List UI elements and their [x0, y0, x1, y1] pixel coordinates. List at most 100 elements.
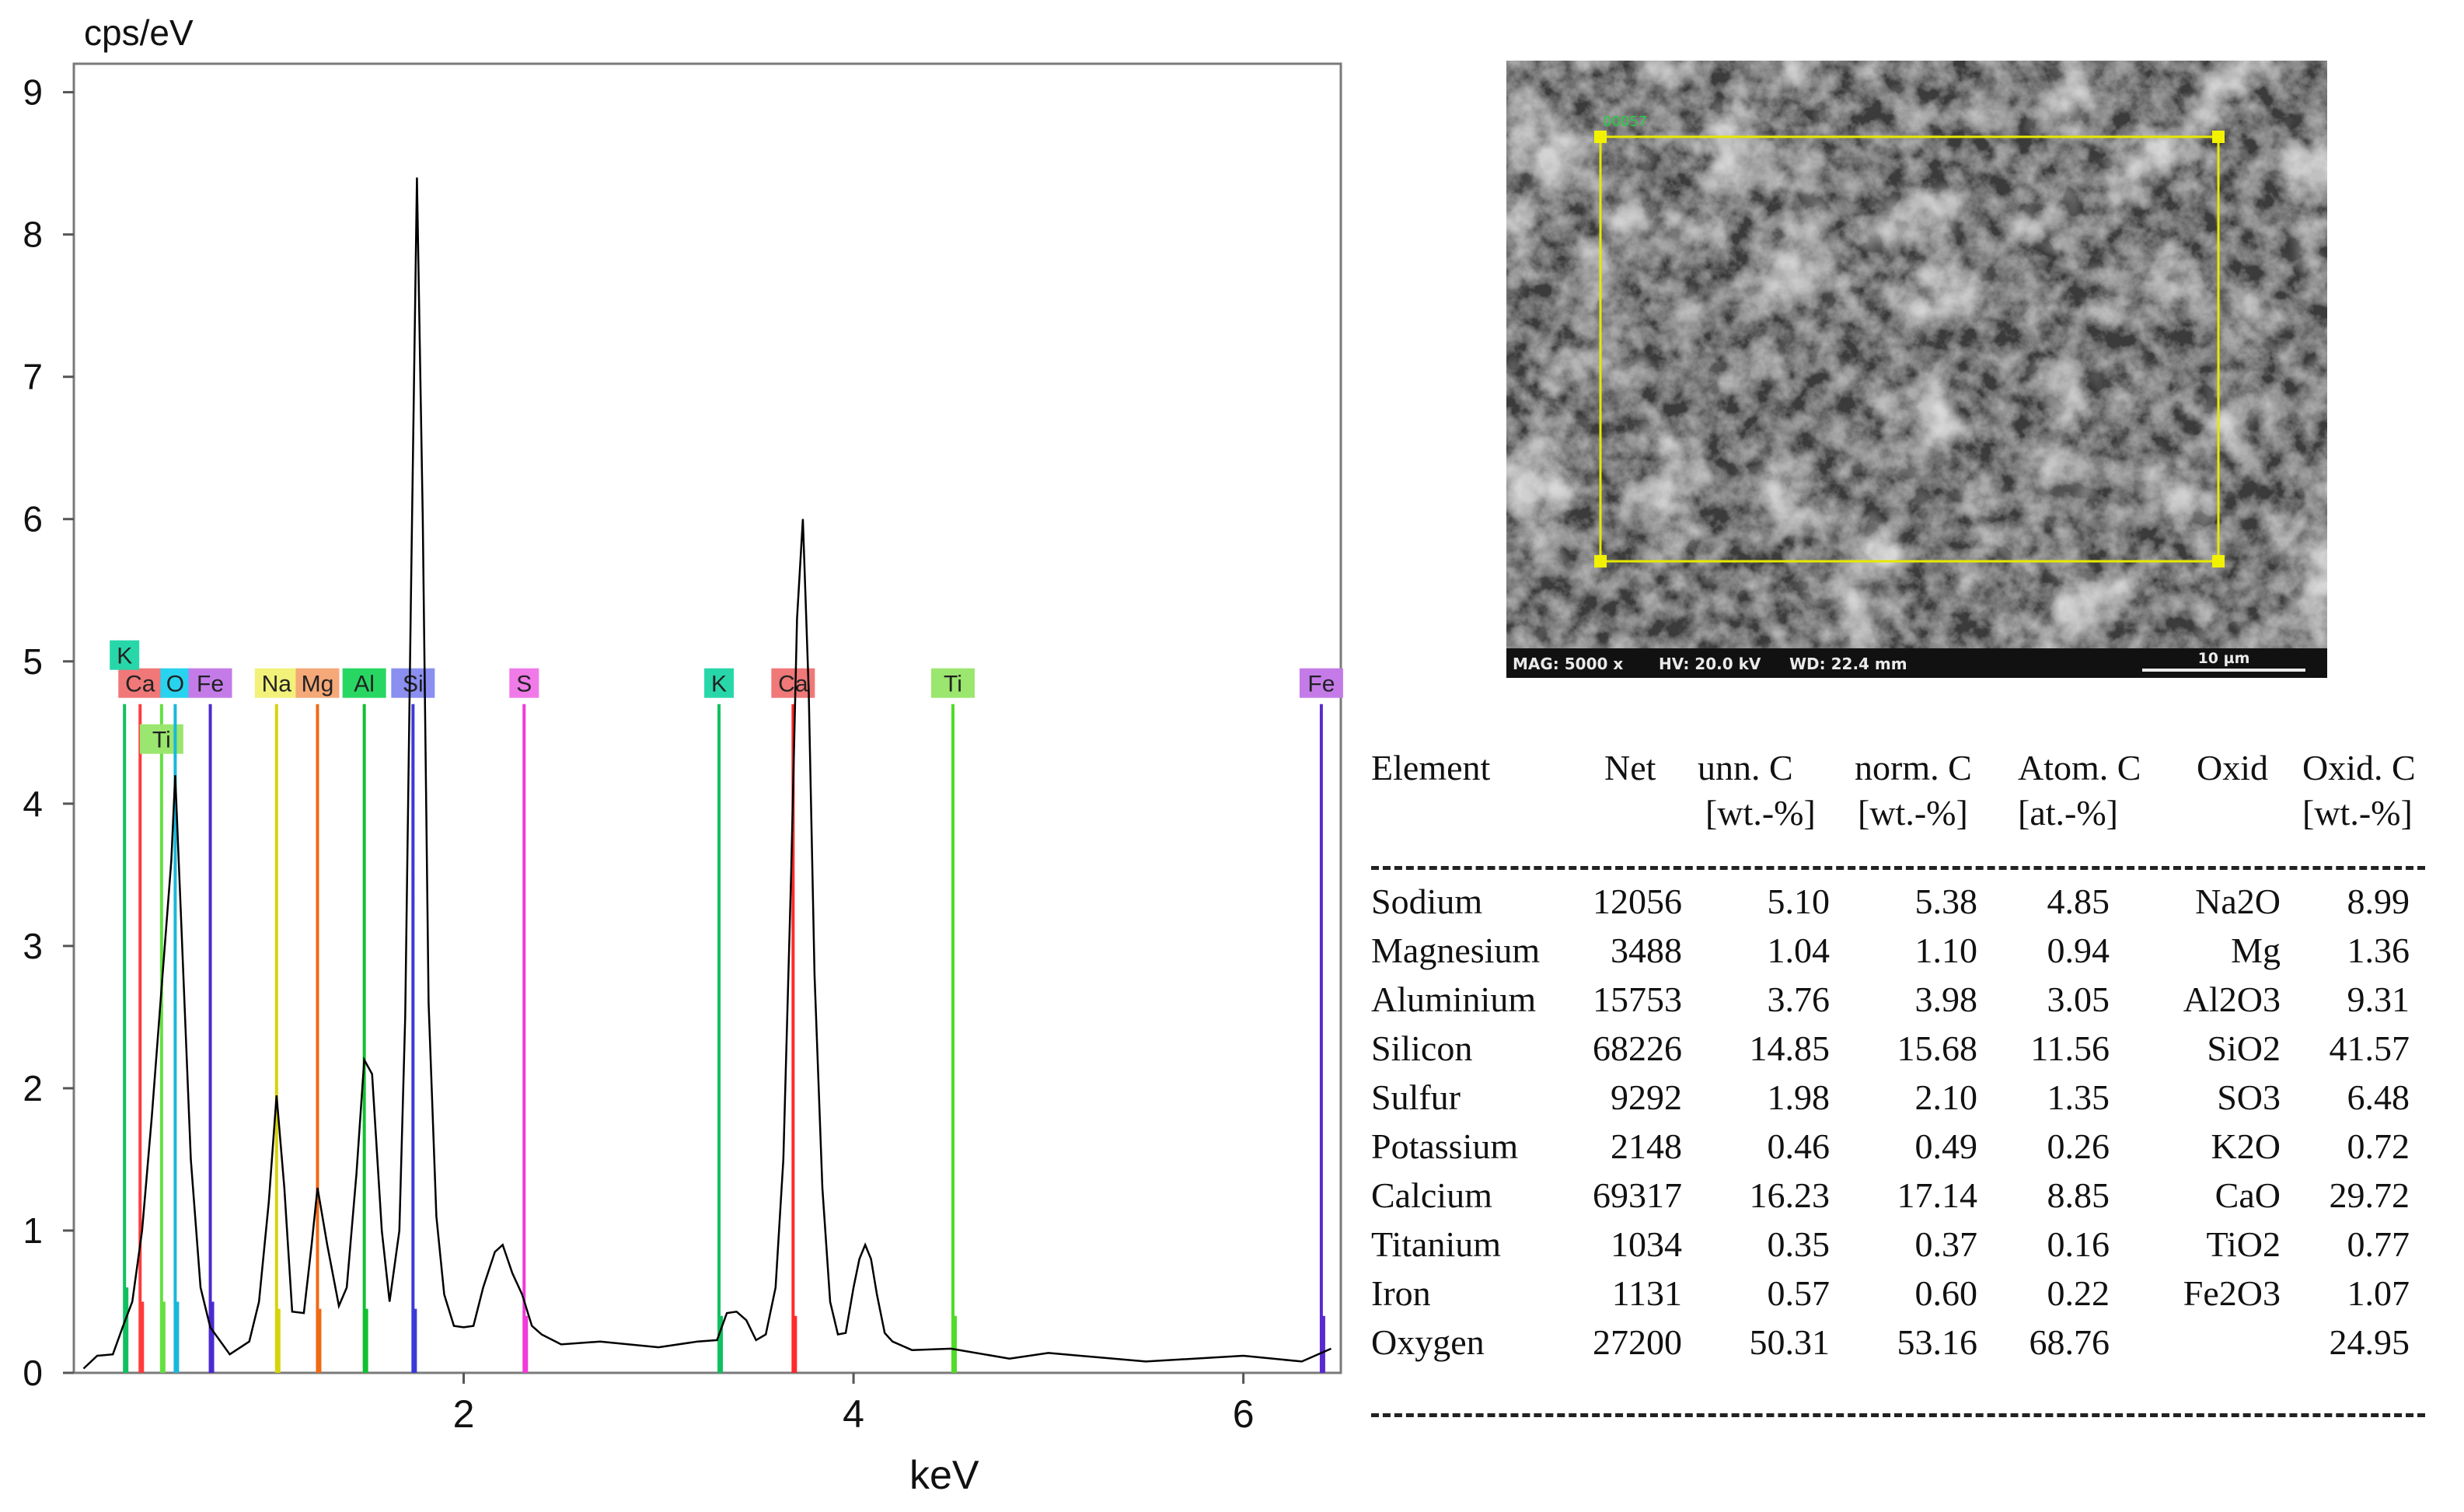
cell-oxidc: 0.72 — [2347, 1126, 2410, 1166]
plot-area — [72, 62, 1342, 1374]
marker-label-mg: Mg — [302, 672, 334, 697]
marker-label-si: Si — [403, 672, 424, 697]
y-axis-label: cps/eV — [84, 12, 194, 53]
cell-atom: 0.16 — [2047, 1224, 2110, 1264]
cell-oxid: SiO2 — [2207, 1028, 2281, 1068]
cell-oxidc: 24.95 — [2329, 1322, 2410, 1362]
cell-unn: 1.98 — [1767, 1077, 1831, 1117]
table-header: Element Net unn. C [wt.-%] norm. C [wt.-… — [1371, 745, 2458, 844]
cell-unn: 16.23 — [1749, 1175, 1831, 1215]
marker-label-ti: Ti — [944, 672, 962, 697]
cell-element: Iron — [1371, 1273, 1431, 1313]
cell-oxidc: 29.72 — [2329, 1175, 2410, 1215]
marker-label-na: Na — [262, 672, 292, 697]
y-tick-label: 0 — [23, 1353, 43, 1393]
cell-atom: 0.94 — [2047, 931, 2110, 970]
selection-handle-bl — [1594, 555, 1607, 567]
header-unn-c: unn. C — [1698, 748, 1793, 787]
marker-tag-ca — [118, 668, 162, 698]
cell-unn: 0.57 — [1767, 1273, 1831, 1313]
sem-info-bar: MAG: 5000 x HV: 20.0 kV WD: 22.4 mm 10 µ… — [1506, 648, 2327, 678]
marker-label-fe: Fe — [1307, 672, 1335, 697]
marker-tag-si — [391, 668, 435, 698]
table-row: Titanium 1034 0.35 0.37 0.16 TiO2 0.77 — [1371, 1220, 2458, 1269]
eds-quant-table: Element Net unn. C [wt.-%] norm. C [wt.-… — [1371, 745, 2458, 1417]
y-tick-label: 4 — [23, 784, 43, 824]
cell-unn: 0.46 — [1767, 1126, 1831, 1166]
marker-tag-k — [110, 640, 140, 670]
cell-oxid: Al2O3 — [2183, 979, 2281, 1019]
cell-unn: 1.04 — [1767, 931, 1831, 970]
cell-oxidc: 41.57 — [2329, 1028, 2410, 1068]
cell-oxid: Na2O — [2195, 882, 2281, 921]
cell-norm: 0.49 — [1914, 1126, 1978, 1166]
cell-oxidc: 9.31 — [2347, 979, 2410, 1019]
footer-divider — [1371, 1413, 2425, 1417]
cell-net: 12056 — [1593, 882, 1682, 921]
cell-net: 15753 — [1593, 979, 1682, 1019]
cell-atom: 4.85 — [2047, 882, 2110, 921]
cell-norm: 3.98 — [1914, 979, 1978, 1019]
header-atom-unit: [at.-%] — [2018, 793, 2118, 833]
table-row: Iron 1131 0.57 0.60 0.22 Fe2O3 1.07 — [1371, 1269, 2458, 1318]
cell-element: Calcium — [1371, 1175, 1492, 1215]
cell-unn: 50.31 — [1749, 1322, 1831, 1362]
marker-tag-mg — [295, 668, 340, 698]
table-row: Aluminium 15753 3.76 3.98 3.05 Al2O3 9.31 — [1371, 975, 2458, 1024]
sem-mag: MAG: 5000 x — [1513, 655, 1624, 673]
cell-norm: 17.14 — [1897, 1175, 1978, 1215]
marker-label-al: Al — [354, 672, 375, 697]
marker-label-ca: Ca — [125, 672, 155, 697]
cell-oxid: Fe2O3 — [2183, 1273, 2281, 1313]
header-oxid-c: Oxid. C — [2302, 748, 2416, 787]
table-row: Potassium 2148 0.46 0.49 0.26 K2O 0.72 — [1371, 1122, 2458, 1171]
cell-unn: 0.35 — [1767, 1224, 1831, 1264]
cell-atom: 0.22 — [2047, 1273, 2110, 1313]
cell-oxid: K2O — [2211, 1126, 2281, 1166]
cell-norm: 5.38 — [1914, 882, 1978, 921]
y-tick-label: 6 — [23, 499, 43, 540]
cell-atom: 3.05 — [2047, 979, 2110, 1019]
cell-element: Aluminium — [1371, 979, 1537, 1019]
marker-label-k: K — [117, 644, 132, 669]
cell-oxid: TiO2 — [2206, 1224, 2281, 1264]
header-unn-unit: [wt.-%] — [1705, 793, 1816, 833]
cell-norm: 15.68 — [1897, 1028, 1978, 1068]
cell-atom: 8.85 — [2047, 1175, 2110, 1215]
cell-oxidc: 1.36 — [2347, 931, 2410, 970]
marker-tag-fe — [1299, 668, 1343, 698]
cell-element: Sodium — [1371, 882, 1483, 921]
cell-net: 27200 — [1593, 1322, 1682, 1362]
marker-tag-fe — [188, 668, 232, 698]
marker-label-ca: Ca — [778, 672, 808, 697]
cell-net: 9292 — [1611, 1077, 1682, 1117]
header-net: Net — [1604, 748, 1656, 787]
y-axis-ticks: 0 1 2 3 4 5 6 7 8 9 — [23, 72, 74, 1393]
table-row: Silicon 68226 14.85 15.68 11.56 SiO2 41.57 — [1371, 1024, 2458, 1073]
cell-element: Titanium — [1371, 1224, 1502, 1264]
spectrum-line — [82, 177, 1332, 1370]
header-element: Element — [1371, 748, 1491, 787]
cell-oxidc: 6.48 — [2347, 1077, 2410, 1117]
scale-bar-line — [2142, 669, 2305, 672]
marker-label-ti: Ti — [152, 728, 171, 753]
y-tick-label: 5 — [23, 641, 43, 682]
selection-handle-tr — [2212, 131, 2225, 143]
cell-norm: 0.37 — [1914, 1224, 1978, 1264]
cell-oxid: SO3 — [2217, 1077, 2281, 1117]
cell-oxid: Mg — [2231, 931, 2281, 970]
marker-label-fe: Fe — [197, 672, 224, 697]
y-tick-label: 8 — [23, 215, 43, 255]
cell-element: Magnesium — [1371, 931, 1541, 970]
marker-tag-o — [160, 668, 190, 698]
y-tick-label: 9 — [23, 72, 43, 113]
marker-tag-k — [704, 668, 735, 698]
cell-atom: 68.76 — [2029, 1322, 2110, 1362]
y-tick-label: 2 — [23, 1068, 43, 1109]
cell-norm: 2.10 — [1914, 1077, 1978, 1117]
marker-label-s: S — [516, 672, 532, 697]
header-oxid: Oxid — [2197, 748, 2268, 787]
cell-net: 69317 — [1593, 1175, 1682, 1215]
cell-element: Oxygen — [1371, 1322, 1485, 1362]
